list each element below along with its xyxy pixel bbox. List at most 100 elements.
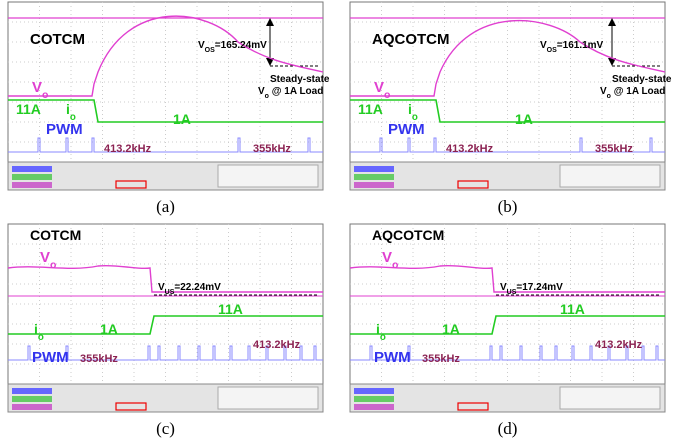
subscript: o (384, 89, 390, 101)
title: COTCM (30, 227, 81, 243)
freq-before: 355kHz (422, 353, 460, 365)
text-part: 355kHz (253, 143, 291, 155)
text-part: V (32, 79, 42, 96)
channel-box (354, 166, 394, 172)
channel-box (12, 396, 52, 402)
freq-after: 355kHz (253, 143, 291, 155)
pwm-label: PWM (374, 349, 411, 366)
text-part: 1A (100, 321, 118, 337)
pwm-label: PWM (46, 121, 83, 138)
subscript: o (50, 259, 56, 271)
text-part: 11A (16, 101, 41, 117)
text-part: PWM (46, 121, 83, 138)
subscript: o (42, 89, 48, 101)
pwm-label: PWM (388, 121, 425, 138)
channel-box (354, 174, 394, 180)
text-part: V (374, 79, 384, 96)
text-part: (b) (498, 197, 518, 216)
text-part: COTCM (30, 227, 81, 243)
channel-box (12, 182, 52, 188)
steady-state: Steady-state (270, 74, 330, 85)
channel-box (12, 388, 52, 394)
text-part: (c) (156, 419, 175, 438)
subscript: o (380, 332, 386, 343)
caption: (b) (498, 197, 518, 216)
text-part: 11A (358, 101, 383, 117)
text-part: AQCOTCM (372, 31, 450, 48)
title: COTCM (30, 31, 85, 48)
text-part: 1A (515, 111, 533, 127)
subscript: o (38, 332, 44, 343)
subscript: OS (205, 47, 215, 54)
io-before: 1A (442, 321, 460, 337)
text-part: =17.24mV (516, 282, 563, 293)
text-part: (a) (156, 197, 175, 216)
text-part: @ 1A Load (611, 86, 665, 97)
channel-box (354, 388, 394, 394)
text-part: 413.2kHz (446, 143, 494, 155)
text-part: PWM (374, 349, 411, 366)
text-part: (d) (498, 419, 518, 438)
page: {"panels": [ {"caption": "(a)", "title":… (0, 0, 673, 439)
text-part: 355kHz (422, 353, 460, 365)
io-after: 1A (515, 111, 533, 127)
scope-panel: COTCMVoVUS=22.24mVio1A11APWM355kHz413.2k… (8, 224, 323, 412)
channel-box (354, 396, 394, 402)
caption: (c) (156, 419, 175, 438)
text-part: 413.2kHz (253, 339, 301, 351)
freq-after: 413.2kHz (253, 339, 301, 351)
freq-before: 355kHz (80, 353, 118, 365)
caption: (d) (498, 419, 518, 438)
info-box (560, 387, 660, 409)
channel-box (12, 404, 52, 410)
text-part: 11A (560, 301, 585, 317)
io-before: 11A (16, 101, 41, 117)
caption: (a) (156, 197, 175, 216)
channel-box (12, 166, 52, 172)
subscript: US (507, 289, 517, 296)
info-box (560, 165, 660, 187)
freq-before: 413.2kHz (104, 143, 152, 155)
text-part: PWM (32, 349, 69, 366)
steady-state: Steady-state (612, 74, 672, 85)
text-part: AQCOTCM (372, 227, 444, 243)
info-box (218, 165, 318, 187)
subscript: US (165, 289, 175, 296)
text-part: Steady-state (612, 74, 672, 85)
text-part: V (40, 249, 50, 266)
freq-before: 413.2kHz (446, 143, 494, 155)
text-part: V (382, 249, 392, 266)
text-part: 413.2kHz (104, 143, 152, 155)
text-part: 1A (173, 111, 191, 127)
text-part: 413.2kHz (595, 339, 643, 351)
text-part: 355kHz (595, 143, 633, 155)
io-after: 11A (560, 301, 585, 317)
io-before: 11A (358, 101, 383, 117)
text-part: 1A (442, 321, 460, 337)
io-before: 1A (100, 321, 118, 337)
text-part: PWM (388, 121, 425, 138)
text-part: 11A (218, 301, 243, 317)
subscript: OS (547, 47, 557, 54)
subscript: o (392, 259, 398, 271)
text-part: 355kHz (80, 353, 118, 365)
text-part: Steady-state (270, 74, 330, 85)
channel-box (12, 174, 52, 180)
text-part: =161.1mV (557, 40, 604, 51)
text-part: COTCM (30, 31, 85, 48)
channel-box (354, 404, 394, 410)
channel-box (354, 182, 394, 188)
text-part: =22.24mV (174, 282, 221, 293)
text-part: =165.24mV (215, 40, 267, 51)
title: AQCOTCM (372, 31, 450, 48)
io-after: 11A (218, 301, 243, 317)
pwm-label: PWM (32, 349, 69, 366)
freq-after: 355kHz (595, 143, 633, 155)
io-after: 1A (173, 111, 191, 127)
figure: COTCMVo11Aio1APWM413.2kHz355kHzVOS=165.2… (0, 0, 673, 439)
info-box (218, 387, 318, 409)
freq-after: 413.2kHz (595, 339, 643, 351)
title: AQCOTCM (372, 227, 444, 243)
